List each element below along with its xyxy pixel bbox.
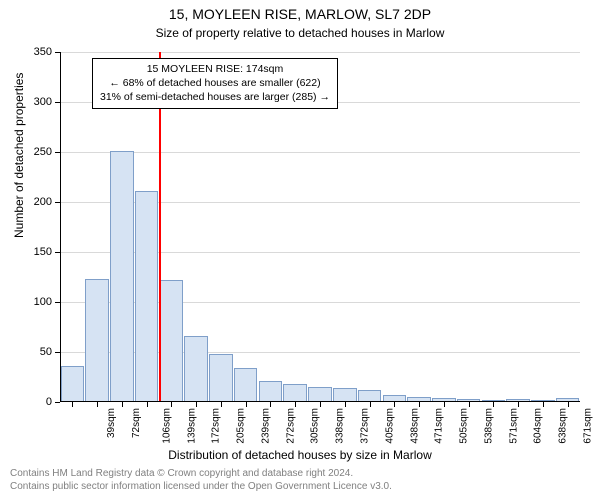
x-tick-label: 571sqm	[508, 408, 519, 444]
info-box-line: ← 68% of detached houses are smaller (62…	[100, 76, 330, 90]
info-box-line: 31% of semi-detached houses are larger (…	[100, 90, 330, 104]
x-tick-label: 372sqm	[360, 408, 371, 444]
x-tick-mark	[122, 402, 123, 407]
x-tick-label: 205sqm	[236, 408, 247, 444]
x-tick-label: 239sqm	[261, 408, 272, 444]
x-tick-mark	[246, 402, 247, 407]
footer-line-2: Contains public sector information licen…	[10, 481, 392, 494]
bar	[110, 151, 134, 402]
y-tick-label: 0	[12, 396, 52, 408]
y-tick-label: 250	[12, 146, 52, 158]
x-tick-mark	[543, 402, 544, 407]
x-tick-label: 538sqm	[483, 408, 494, 444]
x-tick-label: 139sqm	[186, 408, 197, 444]
x-tick-mark	[72, 402, 73, 407]
info-box-line: 15 MOYLEEN RISE: 174sqm	[100, 62, 330, 76]
bar	[333, 388, 357, 402]
y-tick-label: 300	[12, 96, 52, 108]
x-tick-mark	[568, 402, 569, 407]
bar	[259, 381, 283, 402]
x-tick-label: 604sqm	[533, 408, 544, 444]
x-tick-label: 272sqm	[285, 408, 296, 444]
x-tick-mark	[518, 402, 519, 407]
y-tick-label: 350	[12, 46, 52, 58]
bar	[234, 368, 258, 402]
x-tick-label: 405sqm	[384, 408, 395, 444]
x-tick-mark	[444, 402, 445, 407]
x-tick-label: 638sqm	[558, 408, 569, 444]
x-tick-mark	[394, 402, 395, 407]
x-tick-label: 338sqm	[335, 408, 346, 444]
x-tick-area: 39sqm 72sqm 106sqm 139sqm 172sqm 205sqm 239sqm…	[60, 402, 580, 452]
y-tick-label: 200	[12, 196, 52, 208]
bar	[283, 384, 307, 402]
x-tick-mark	[469, 402, 470, 407]
x-tick-label: 106sqm	[161, 408, 172, 444]
page-title: 15, MOYLEEN RISE, MARLOW, SL7 2DP	[0, 6, 600, 22]
x-tick-mark	[147, 402, 148, 407]
x-tick-label: 671sqm	[582, 408, 593, 444]
x-tick-label: 438sqm	[409, 408, 420, 444]
bar	[135, 191, 159, 402]
x-tick-mark	[345, 402, 346, 407]
info-box: 15 MOYLEEN RISE: 174sqm← 68% of detached…	[92, 58, 338, 109]
x-tick-mark	[171, 402, 172, 407]
x-axis-label: Distribution of detached houses by size …	[0, 448, 600, 462]
x-tick-mark	[295, 402, 296, 407]
page-subtitle: Size of property relative to detached ho…	[0, 26, 600, 40]
bar	[209, 354, 233, 402]
bar	[61, 366, 85, 402]
x-tick-mark	[221, 402, 222, 407]
y-tick-label: 150	[12, 246, 52, 258]
x-tick-mark	[493, 402, 494, 407]
y-tick-label: 100	[12, 296, 52, 308]
x-tick-label: 471sqm	[434, 408, 445, 444]
chart-plot-area: 05010015020025030035015 MOYLEEN RISE: 17…	[60, 52, 580, 402]
x-tick-mark	[370, 402, 371, 407]
x-tick-label: 72sqm	[131, 408, 142, 438]
x-tick-mark	[97, 402, 98, 407]
bar	[85, 279, 109, 402]
y-tick-label: 50	[12, 346, 52, 358]
x-tick-label: 39sqm	[106, 408, 117, 438]
bar	[308, 387, 332, 402]
footer-line-1: Contains HM Land Registry data © Crown c…	[10, 468, 353, 481]
x-tick-label: 305sqm	[310, 408, 321, 444]
y-axis-line	[60, 52, 61, 402]
x-tick-mark	[419, 402, 420, 407]
x-tick-mark	[196, 402, 197, 407]
bar	[160, 280, 184, 402]
x-tick-label: 172sqm	[211, 408, 222, 444]
x-tick-label: 505sqm	[459, 408, 470, 444]
x-tick-mark	[320, 402, 321, 407]
x-tick-mark	[270, 402, 271, 407]
bar	[184, 336, 208, 402]
